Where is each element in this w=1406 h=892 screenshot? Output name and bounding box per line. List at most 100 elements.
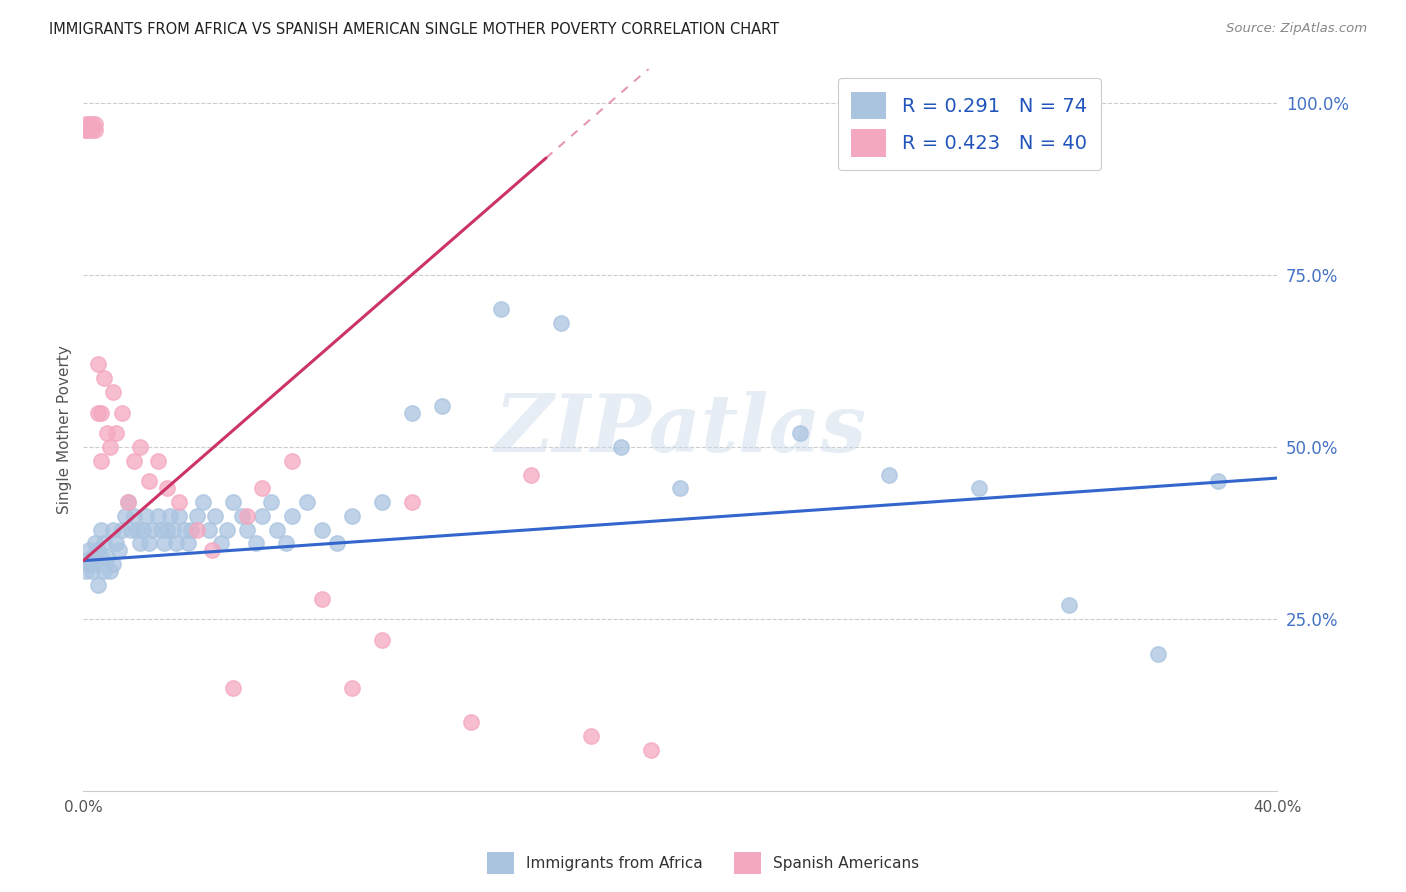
Point: [236, 523, 259, 537]
Point: [1057, 599, 1080, 613]
Point: [82, 550, 104, 565]
Point: [186, 523, 208, 537]
Point: [173, 523, 195, 537]
Point: [75, 123, 97, 137]
Point: [87, 578, 110, 592]
Point: [156, 523, 179, 537]
Point: [82, 117, 104, 131]
Point: [101, 523, 124, 537]
Point: [96, 550, 118, 565]
Point: [149, 523, 172, 537]
Point: [87, 358, 110, 372]
Point: [520, 467, 543, 482]
Point: [75, 554, 97, 568]
Point: [84, 117, 107, 131]
Point: [159, 508, 181, 523]
Point: [98, 440, 121, 454]
Legend: Immigrants from Africa, Spanish Americans: Immigrants from Africa, Spanish American…: [481, 846, 925, 880]
Point: [162, 523, 184, 537]
Text: Source: ZipAtlas.com: Source: ZipAtlas.com: [1226, 22, 1367, 36]
Point: [1147, 647, 1170, 661]
Point: [77, 117, 100, 131]
Point: [108, 543, 131, 558]
Point: [371, 632, 394, 647]
Point: [129, 536, 152, 550]
Point: [117, 495, 139, 509]
Point: [311, 591, 333, 606]
Point: [132, 523, 155, 537]
Point: [90, 550, 112, 565]
Point: [122, 508, 145, 523]
Point: [122, 454, 145, 468]
Point: [77, 543, 100, 558]
Point: [90, 406, 112, 420]
Point: [84, 536, 107, 550]
Point: [789, 426, 811, 441]
Point: [75, 117, 97, 131]
Point: [117, 495, 139, 509]
Point: [138, 536, 160, 550]
Point: [236, 508, 259, 523]
Point: [111, 406, 134, 420]
Point: [96, 426, 118, 441]
Point: [340, 508, 363, 523]
Point: [153, 536, 176, 550]
Point: [165, 536, 187, 550]
Point: [75, 123, 97, 137]
Point: [252, 482, 274, 496]
Point: [146, 508, 169, 523]
Point: [221, 681, 243, 695]
Point: [177, 536, 200, 550]
Point: [141, 523, 163, 537]
Point: [105, 426, 128, 441]
Point: [204, 508, 226, 523]
Point: [84, 557, 107, 571]
Point: [215, 523, 238, 537]
Point: [460, 715, 482, 730]
Point: [138, 475, 160, 489]
Point: [82, 564, 104, 578]
Point: [491, 302, 513, 317]
Y-axis label: Single Mother Poverty: Single Mother Poverty: [58, 345, 72, 515]
Point: [326, 536, 349, 550]
Point: [430, 399, 453, 413]
Point: [93, 371, 115, 385]
Point: [101, 557, 124, 571]
Point: [90, 523, 112, 537]
Point: [1206, 475, 1229, 489]
Point: [579, 729, 602, 743]
Point: [281, 454, 304, 468]
Point: [191, 495, 214, 509]
Point: [550, 316, 572, 330]
Point: [120, 523, 142, 537]
Point: [87, 406, 110, 420]
Point: [77, 557, 100, 571]
Point: [125, 523, 148, 537]
Point: [111, 523, 134, 537]
Point: [295, 495, 318, 509]
Point: [75, 564, 97, 578]
Point: [311, 523, 333, 537]
Point: [167, 495, 190, 509]
Point: [82, 123, 104, 137]
Point: [156, 482, 179, 496]
Legend: R = 0.291   N = 74, R = 0.423   N = 40: R = 0.291 N = 74, R = 0.423 N = 40: [838, 78, 1101, 170]
Point: [401, 406, 423, 420]
Point: [201, 543, 224, 558]
Point: [401, 495, 423, 509]
Point: [281, 508, 304, 523]
Point: [640, 743, 662, 757]
Point: [135, 508, 157, 523]
Point: [98, 564, 121, 578]
Point: [77, 123, 100, 137]
Point: [879, 467, 901, 482]
Point: [260, 495, 283, 509]
Point: [669, 482, 692, 496]
Point: [231, 508, 253, 523]
Point: [129, 440, 152, 454]
Point: [197, 523, 219, 537]
Point: [340, 681, 363, 695]
Point: [146, 454, 169, 468]
Point: [221, 495, 243, 509]
Point: [114, 508, 136, 523]
